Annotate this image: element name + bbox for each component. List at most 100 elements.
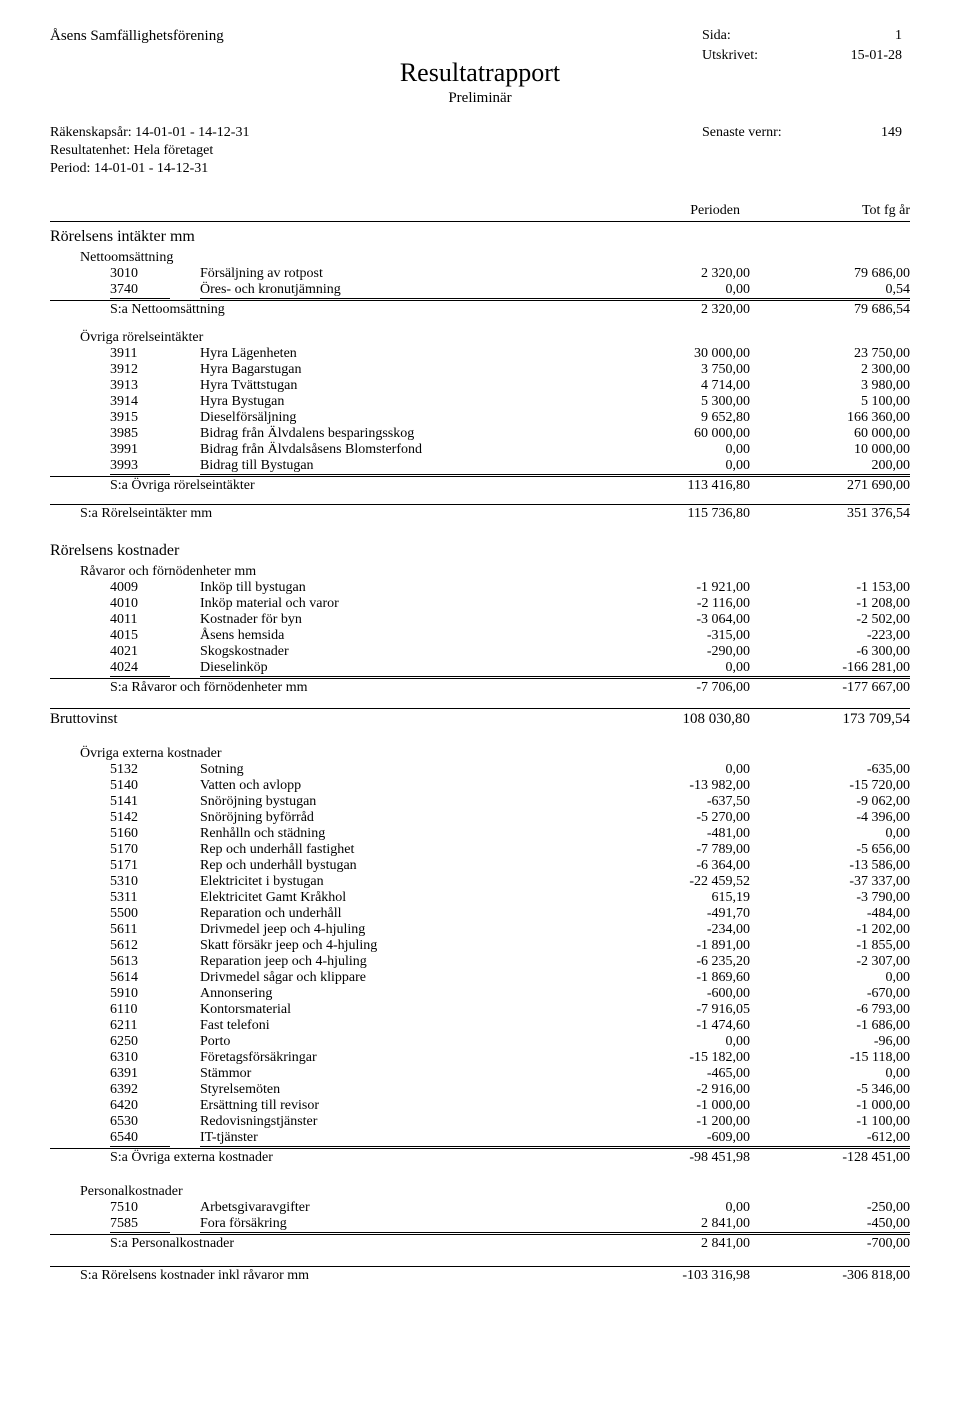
sum-label: S:a Råvaror och förnödenheter mm [110, 680, 600, 696]
row-period: -491,70 [600, 906, 750, 922]
row-desc: Inköp material och varor [200, 596, 600, 612]
row-year: -9 062,00 [750, 794, 910, 810]
table-row: 3740Öres- och kronutjämning0,000,54 [50, 282, 910, 299]
table-row: 7510Arbetsgivaravgifter0,00-250,00 [50, 1200, 910, 1216]
sum-label: S:a Personalkostnader [110, 1236, 600, 1252]
sum-label: S:a Övriga rörelseintäkter [110, 478, 600, 494]
row-year: -223,00 [750, 628, 910, 644]
subsection-title: Råvaror och förnödenheter mm [80, 564, 910, 580]
row-year: 2 300,00 [750, 362, 910, 378]
sum-period: -7 706,00 [600, 680, 750, 696]
account-no: 3010 [110, 266, 170, 282]
row-year: -13 586,00 [750, 858, 910, 874]
meta-and-vernr: Räkenskapsår: 14-01-01 - 14-12-31 Result… [50, 113, 910, 179]
section-title: Rörelsens intäkter mm [50, 228, 910, 246]
row-desc: Dieselförsäljning [200, 410, 600, 426]
row-period: 0,00 [600, 442, 750, 458]
row-year: -250,00 [750, 1200, 910, 1216]
row-year: -6 793,00 [750, 1002, 910, 1018]
account-no: 4015 [110, 628, 170, 644]
row-year: -612,00 [750, 1130, 910, 1147]
sum-year: -128 451,00 [750, 1150, 910, 1166]
account-no: 4021 [110, 644, 170, 660]
row-year: 0,54 [750, 282, 910, 299]
row-desc: Bidrag från Älvdalsåsens Blomsterfond [200, 442, 600, 458]
row-period: 0,00 [600, 1200, 750, 1216]
row-year: -3 790,00 [750, 890, 910, 906]
table-row: 3912Hyra Bagarstugan3 750,002 300,00 [50, 362, 910, 378]
printed-value: 15-01-28 [842, 48, 902, 64]
row-year: 0,00 [750, 970, 910, 986]
table-row: 3991Bidrag från Älvdalsåsens Blomsterfon… [50, 442, 910, 458]
table-row: 6540IT-tjänster-609,00-612,00 [50, 1130, 910, 1147]
subsection-title: Övriga rörelseintäkter [80, 330, 910, 346]
row-period: 4 714,00 [600, 378, 750, 394]
final-sum-v1: -103 316,98 [600, 1268, 750, 1284]
table-row: 5171Rep och underhåll bystugan-6 364,00-… [50, 858, 910, 874]
sum-year: 351 376,54 [750, 506, 910, 522]
account-no: 5310 [110, 874, 170, 890]
table-row: 4010 Inköp material och varor-2 116,00-1 … [50, 596, 910, 612]
table-row: 7585Fora försäkring2 841,00-450,00 [50, 1216, 910, 1233]
account-no: 5160 [110, 826, 170, 842]
row-year: -1 208,00 [750, 596, 910, 612]
row-period: 0,00 [600, 1034, 750, 1050]
row-year: 0,00 [750, 1066, 910, 1082]
row-year: 23 750,00 [750, 346, 910, 362]
row-period: -234,00 [600, 922, 750, 938]
table-row: 6530Redovisningstjänster-1 200,00-1 100,… [50, 1114, 910, 1130]
row-year: 200,00 [750, 458, 910, 475]
org-name: Åsens Samfällighetsförening [50, 28, 224, 45]
row-desc: Hyra Bystugan [200, 394, 600, 410]
account-no: 4011 [110, 612, 170, 628]
row-desc: Reparation och underhåll [200, 906, 600, 922]
row-period: 615,19 [600, 890, 750, 906]
row-desc: Sotning [200, 762, 600, 778]
row-year: 5 100,00 [750, 394, 910, 410]
col-year: Tot fg år [740, 203, 910, 219]
subsection-title: Övriga externa kostnader [80, 746, 910, 762]
account-no: 3913 [110, 378, 170, 394]
final-sum-row: S:a Rörelsens kostnader inkl råvaror mm … [50, 1266, 910, 1284]
account-no: 5311 [110, 890, 170, 906]
sum-label: S:a Nettoomsättning [110, 302, 600, 318]
row-year: -5 346,00 [750, 1082, 910, 1098]
account-no: 5613 [110, 954, 170, 970]
account-no: 4009 [110, 580, 170, 596]
row-period: 30 000,00 [600, 346, 750, 362]
row-desc: Bidrag från Älvdalens besparingsskog [200, 426, 600, 442]
sum-period: -98 451,98 [600, 1150, 750, 1166]
row-desc: Skogskostnader [200, 644, 600, 660]
row-period: -290,00 [600, 644, 750, 660]
row-desc: Styrelsemöten [200, 1082, 600, 1098]
row-year: -2 307,00 [750, 954, 910, 970]
row-desc: Öres- och kronutjämning [200, 282, 600, 299]
account-no: 5142 [110, 810, 170, 826]
table-row: 5613Reparation jeep och 4-hjuling-6 235,… [50, 954, 910, 970]
table-row: 3911Hyra Lägenheten30 000,0023 750,00 [50, 346, 910, 362]
account-no: 3985 [110, 426, 170, 442]
table-row: 6310Företagsförsäkringar-15 182,00-15 11… [50, 1050, 910, 1066]
sum-label: S:a Rörelseintäkter mm [80, 506, 600, 522]
subsection-sum-row: S:a Personalkostnader2 841,00-700,00 [50, 1234, 910, 1252]
meta-block: Räkenskapsår: 14-01-01 - 14-12-31 Result… [50, 125, 249, 179]
row-desc: Hyra Lägenheten [200, 346, 600, 362]
row-desc: Elektricitet Gamt Kråkhol [200, 890, 600, 906]
row-desc: Kontorsmaterial [200, 1002, 600, 1018]
report-subtitle: Preliminär [50, 90, 910, 107]
table-row: 5910Annonsering-600,00-670,00 [50, 986, 910, 1002]
row-period: -1 891,00 [600, 938, 750, 954]
row-year: -96,00 [750, 1034, 910, 1050]
row-year: 3 980,00 [750, 378, 910, 394]
table-row: 5142Snöröjning byförråd-5 270,00-4 396,0… [50, 810, 910, 826]
row-desc: Ersättning till revisor [200, 1098, 600, 1114]
table-row: 3993Bidrag till Bystugan0,00200,00 [50, 458, 910, 475]
bruttovinst-label: Bruttovinst [50, 711, 600, 728]
row-period: -2 116,00 [600, 596, 750, 612]
row-period: -7 789,00 [600, 842, 750, 858]
account-no: 4010 [110, 596, 170, 612]
row-desc: Vatten och avlopp [200, 778, 600, 794]
page-value: 1 [842, 28, 902, 44]
row-period: -465,00 [600, 1066, 750, 1082]
printed-row: Utskrivet: 15-01-28 [702, 48, 902, 64]
